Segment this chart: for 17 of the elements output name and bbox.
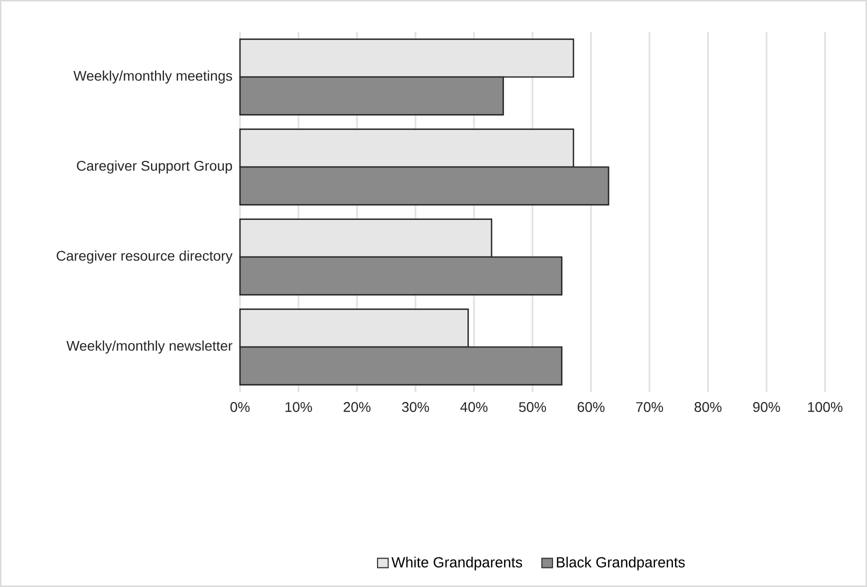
- legend-label: White Grandparents: [391, 556, 522, 570]
- legend-label: Black Grandparents: [556, 556, 685, 570]
- x-tick-label: 0%: [230, 402, 250, 412]
- y-tick-label: Caregiver resource directory: [56, 250, 233, 264]
- x-tick-label: 20%: [344, 402, 370, 412]
- x-tick-label: 100%: [808, 402, 842, 412]
- x-tick-label: 60%: [578, 402, 604, 412]
- x-tick-label: 30%: [402, 402, 429, 412]
- x-tick-label: 70%: [636, 402, 663, 412]
- x-tick-label: 40%: [460, 402, 488, 412]
- x-tick-label: 80%: [694, 402, 722, 412]
- x-tick-label: 10%: [286, 402, 312, 412]
- x-tick-label: 50%: [519, 402, 546, 412]
- x-tick-label: 90%: [753, 402, 780, 412]
- y-tick-label: Weekly/monthly meetings: [73, 70, 232, 84]
- y-tick-label: Weekly/monthly newsletter: [66, 340, 232, 354]
- y-tick-label: Caregiver Support Group: [76, 160, 232, 174]
